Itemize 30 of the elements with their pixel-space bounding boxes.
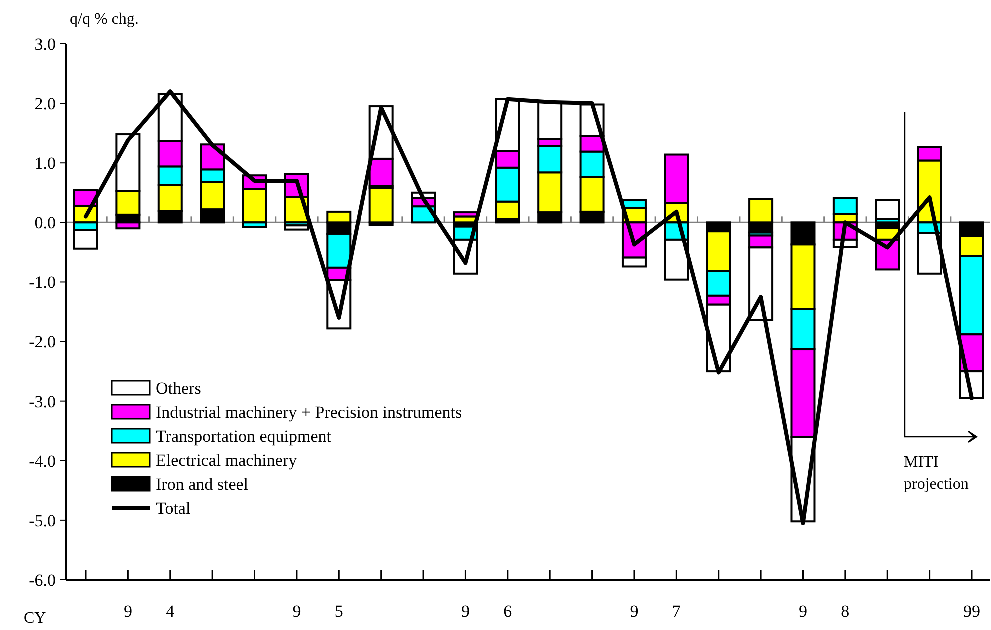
x-tick-label: 5 bbox=[334, 602, 344, 621]
x-tick-label: 9 bbox=[461, 602, 470, 621]
x-tick-label: 7 bbox=[672, 602, 682, 621]
y-tick-label: -4.0 bbox=[29, 452, 56, 471]
y-tick-label: -5.0 bbox=[29, 511, 56, 530]
x-tick-label: 9 bbox=[124, 602, 132, 621]
y-tick-label: 1.0 bbox=[34, 154, 56, 174]
legend-label: Others bbox=[156, 378, 202, 398]
y-tick-label: 3.0 bbox=[34, 34, 56, 54]
legend-label: Iron and steel bbox=[156, 474, 249, 494]
legend-label: Transportation equipment bbox=[156, 426, 332, 446]
y-tick-label: -1.0 bbox=[29, 273, 56, 292]
x-tick-label: 9 bbox=[292, 602, 302, 621]
y-tick-label: -3.0 bbox=[29, 392, 56, 412]
x-tick-label: 6 bbox=[504, 602, 512, 621]
legend-label: Total bbox=[156, 498, 191, 518]
x-tick-label: 9 bbox=[798, 602, 808, 621]
x-axis-title: CY bbox=[24, 610, 47, 627]
y-tick-label: 2.0 bbox=[34, 94, 56, 114]
x-tick-label: 8 bbox=[841, 602, 850, 621]
y-tick-label: -2.0 bbox=[29, 332, 56, 352]
legend-label: Industrial machinery + Precision instruments bbox=[156, 402, 462, 422]
legend-label: Electrical machinery bbox=[156, 450, 298, 470]
x-tick-label: 9 bbox=[630, 602, 639, 621]
y-axis-title: q/q % chg. bbox=[70, 11, 139, 28]
annotation: MITI projection bbox=[904, 454, 969, 493]
x-tick-label: 4 bbox=[166, 602, 176, 621]
x-tick-label: 99 bbox=[964, 602, 980, 621]
y-tick-label: 0.0 bbox=[34, 214, 56, 233]
y-tick-label: -6.0 bbox=[29, 570, 56, 590]
